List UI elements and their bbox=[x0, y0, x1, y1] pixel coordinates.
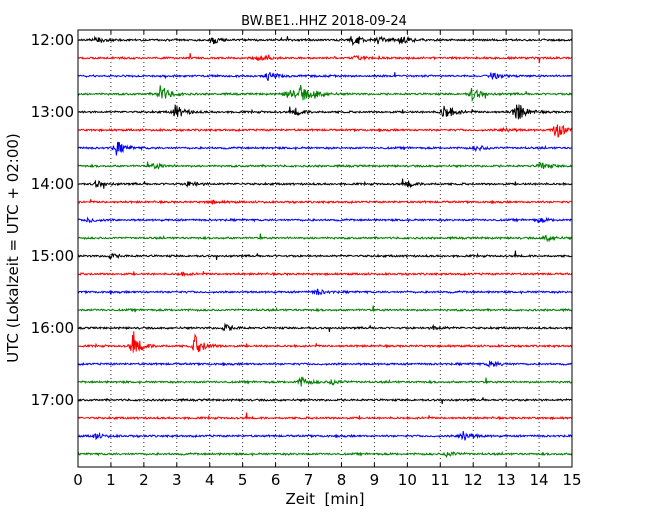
trace-1600 bbox=[77, 322, 573, 332]
chart-title: BW.BE1..HHZ 2018-09-24 bbox=[241, 14, 407, 29]
x-tick-label: 13 bbox=[497, 471, 516, 489]
x-tick-label: 12 bbox=[464, 471, 483, 489]
trace-group bbox=[77, 35, 573, 459]
trace-1530 bbox=[77, 288, 573, 296]
y-tick-label: 16:00 bbox=[31, 319, 74, 337]
x-tick-label: 10 bbox=[398, 471, 417, 489]
trace-1515 bbox=[77, 271, 573, 278]
trace-1545 bbox=[77, 305, 573, 313]
x-tick-label: 2 bbox=[139, 471, 149, 489]
x-tick-label: 11 bbox=[431, 471, 450, 489]
trace-1745 bbox=[77, 450, 573, 459]
x-tick-label: 4 bbox=[205, 471, 215, 489]
y-tick-label: 17:00 bbox=[31, 391, 74, 409]
trace-1245 bbox=[77, 85, 573, 103]
trace-1615 bbox=[77, 331, 573, 353]
x-axis-label: Zeit [min] bbox=[285, 490, 364, 508]
y-tick-label: 14:00 bbox=[31, 175, 74, 193]
y-tick-label: 13:00 bbox=[31, 103, 74, 121]
trace-1645 bbox=[77, 376, 573, 387]
trace-1200 bbox=[77, 35, 573, 47]
x-axis: 0 1 2 3 4 5 6 7 8 9 10 11 12 13 14 15 bbox=[73, 30, 582, 489]
trace-1715 bbox=[77, 412, 573, 421]
trace-1300 bbox=[77, 104, 573, 120]
trace-1215 bbox=[77, 53, 573, 64]
y-axis: 12:00 13:00 14:00 15:00 16:00 17:00 bbox=[31, 31, 82, 409]
trace-1345 bbox=[77, 161, 573, 170]
plot-frame bbox=[77, 29, 573, 468]
y-axis-label: UTC (Lokalzeit = UTC + 02:00) bbox=[4, 133, 22, 363]
x-tick-label: 0 bbox=[73, 471, 83, 489]
y-tick-label: 15:00 bbox=[31, 247, 74, 265]
x-tick-label: 6 bbox=[271, 471, 281, 489]
x-tick-label: 9 bbox=[370, 471, 380, 489]
x-tick-label: 3 bbox=[172, 471, 182, 489]
trace-1500 bbox=[77, 250, 572, 261]
trace-1315 bbox=[77, 124, 573, 138]
trace-1400 bbox=[77, 178, 573, 189]
x-tick-label: 8 bbox=[337, 471, 347, 489]
trace-1330 bbox=[78, 141, 572, 156]
grid-lines bbox=[110, 30, 540, 467]
trace-1230 bbox=[77, 72, 572, 81]
x-tick-label: 15 bbox=[562, 471, 581, 489]
trace-1630 bbox=[77, 359, 573, 369]
trace-1415 bbox=[77, 199, 573, 205]
x-tick-label: 1 bbox=[106, 471, 116, 489]
x-tick-label: 5 bbox=[238, 471, 248, 489]
trace-1730 bbox=[77, 431, 573, 441]
trace-1700 bbox=[77, 397, 573, 404]
trace-1430 bbox=[77, 216, 573, 224]
x-tick-label: 14 bbox=[530, 471, 549, 489]
y-tick-label: 12:00 bbox=[31, 31, 74, 49]
x-tick-label: 7 bbox=[304, 471, 314, 489]
trace-1445 bbox=[77, 233, 572, 243]
